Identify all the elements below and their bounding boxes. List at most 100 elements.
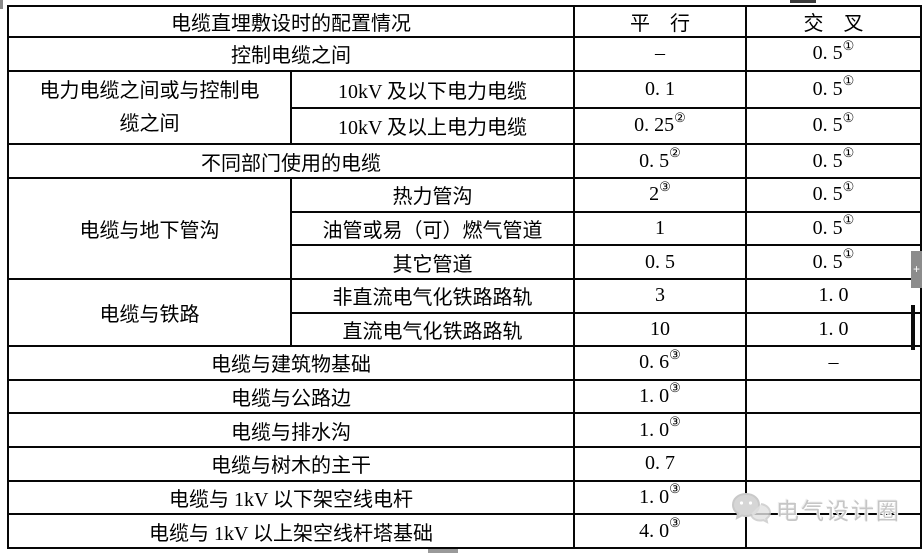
table-row: 电缆与建筑物基础 0. 6③ – xyxy=(7,345,922,381)
value-text: 0. 6 xyxy=(639,351,670,374)
footnote-sup: ③ xyxy=(659,178,671,194)
group-label: 电力电缆之间或与控制电 缆之间 xyxy=(7,69,292,146)
table-row: 电力电缆之间或与控制电 缆之间 10kV 及以下电力电缆 0. 1 0. 5① xyxy=(7,69,922,146)
table-row: 不同部门使用的电缆 0. 5② 0. 5① xyxy=(7,143,922,179)
value-text: – xyxy=(828,351,839,374)
parallel-value: 0. 6③ xyxy=(573,345,747,381)
parallel-value: 0. 1 xyxy=(573,69,747,109)
footnote-sup: ① xyxy=(842,37,855,53)
scan-artifact-dash xyxy=(790,0,816,3)
footnote-sup: ③ xyxy=(669,380,681,396)
cross-value: 0. 5① xyxy=(745,106,922,146)
footnote-sup: ① xyxy=(842,178,855,194)
cross-value: 0. 5① xyxy=(745,177,922,213)
config-label: 电缆与公路边 xyxy=(7,378,575,415)
cross-value: 0. 5① xyxy=(745,36,922,72)
parallel-value: 2③ xyxy=(573,177,747,213)
value-text: 0. 5 xyxy=(812,114,843,137)
cross-value: 0. 5① xyxy=(745,244,922,280)
footnote-sup: ② xyxy=(674,109,686,125)
value-text: 1. 0 xyxy=(639,418,670,441)
config-sublabel: 热力管沟 xyxy=(290,177,575,213)
header-config: 电缆直埋敷设时的配置情况 xyxy=(7,5,575,38)
config-sublabel: 10kV 及以下电力电缆 xyxy=(290,69,575,109)
table-row: 电缆与铁路 非直流电气化铁路路轨 3 1. 0 xyxy=(7,277,922,348)
config-label: 电缆与树木的主干 xyxy=(7,446,575,482)
config-sublabel: 其它管道 xyxy=(290,244,575,280)
parallel-value: 0. 7 xyxy=(573,446,747,482)
table-row: 油管或易（可）燃气管道 1 0. 5① xyxy=(8,210,922,247)
table-row: 10kV 及以上电力电缆 0. 25② 0. 5① xyxy=(8,106,922,146)
cross-value: 0. 5① xyxy=(745,69,922,109)
value-text: 10 xyxy=(650,317,670,340)
parallel-value: 1. 0③ xyxy=(573,479,747,516)
value-text: 2 xyxy=(649,183,660,206)
footnote-sup: ① xyxy=(842,145,855,161)
value-text: 1. 0 xyxy=(639,385,670,408)
table-row: 直流电气化铁路路轨 10 1. 0 xyxy=(8,311,922,348)
value-text: 3 xyxy=(655,284,665,307)
cross-value xyxy=(745,446,922,482)
parallel-value: 1. 0③ xyxy=(573,378,747,415)
config-label: 不同部门使用的电缆 xyxy=(7,143,575,179)
parallel-value: 10 xyxy=(573,311,747,348)
cross-value xyxy=(745,513,922,549)
scan-artifact-tick xyxy=(0,0,3,9)
scan-artifact-bottom-dash xyxy=(428,549,458,553)
header-parallel: 平 行 xyxy=(573,5,747,38)
parallel-value: 0. 5 xyxy=(573,244,747,280)
parallel-value: 4. 0③ xyxy=(573,513,747,549)
table-header-row: 电缆直埋敷设时的配置情况 平 行 交 叉 xyxy=(7,5,922,38)
group-label: 电缆与铁路 xyxy=(7,277,292,348)
value-text: 0. 5 xyxy=(645,250,675,273)
cross-value: 0. 5① xyxy=(745,143,922,179)
table-row: 电缆与 1kV 以上架空线杆塔基础 4. 0③ xyxy=(7,513,922,549)
cable-clearance-table-wrapper: 电缆直埋敷设时的配置情况 平 行 交 叉 控制电缆之间 – 0. 5① 电力电缆… xyxy=(7,5,922,549)
table-row: 电缆与地下管沟 热力管沟 2③ 0. 5① xyxy=(7,177,922,280)
cross-value: 1. 0 xyxy=(745,311,922,348)
table-row: 电缆与树木的主干 0. 7 xyxy=(7,446,922,482)
footnote-sup: ① xyxy=(842,245,855,261)
parallel-value: 1 xyxy=(573,210,747,247)
value-text: 4. 0 xyxy=(639,519,670,542)
config-label: 电缆与排水沟 xyxy=(7,412,575,448)
value-text: 0. 25 xyxy=(634,114,675,137)
value-text: 0. 5 xyxy=(812,250,843,273)
table-row: 电缆与公路边 1. 0③ xyxy=(7,378,922,415)
config-label: 电缆与 1kV 以下架空线电杆 xyxy=(7,479,575,516)
parallel-value: 3 xyxy=(573,277,747,314)
table-row: 其它管道 0. 5 0. 5① xyxy=(8,244,922,280)
cross-value xyxy=(745,479,922,516)
parallel-value: 0. 5② xyxy=(573,143,747,179)
group-label: 电缆与地下管沟 xyxy=(7,177,292,280)
value-text: 0. 5 xyxy=(812,42,843,65)
table-row: 电缆与 1kV 以下架空线电杆 1. 0③ xyxy=(7,479,922,516)
config-sublabel: 非直流电气化铁路路轨 xyxy=(290,277,575,314)
cross-value: 0. 5① xyxy=(745,210,922,247)
table-row: 电缆与排水沟 1. 0③ xyxy=(7,412,922,448)
cross-value: 1. 0 xyxy=(745,277,922,314)
value-text: 0. 7 xyxy=(645,452,675,475)
config-label: 电缆与建筑物基础 xyxy=(7,345,575,381)
footnote-sup: ③ xyxy=(669,414,681,430)
value-text: 0. 5 xyxy=(812,183,843,206)
value-text: 1 xyxy=(655,216,665,239)
footnote-sup: ② xyxy=(669,145,681,161)
footnote-sup: ① xyxy=(842,72,855,88)
cursor-bar xyxy=(911,305,915,350)
config-label: 电缆与 1kV 以上架空线杆塔基础 xyxy=(7,513,575,549)
table-row: 控制电缆之间 – 0. 5① xyxy=(7,36,922,72)
parallel-value: – xyxy=(573,36,747,72)
value-text: 0. 5 xyxy=(812,149,843,172)
cross-value xyxy=(745,378,922,415)
value-text: 0. 5 xyxy=(639,149,670,172)
footnote-sup: ③ xyxy=(669,514,681,530)
value-text: 0. 5 xyxy=(812,216,843,239)
config-sublabel: 直流电气化铁路路轨 xyxy=(290,311,575,348)
cross-value: – xyxy=(745,345,922,381)
cross-value xyxy=(745,412,922,448)
value-text: 1. 0 xyxy=(639,485,670,508)
parallel-value: 0. 25② xyxy=(573,106,747,146)
cable-clearance-table: 电缆直埋敷设时的配置情况 平 行 交 叉 控制电缆之间 – 0. 5① 电力电缆… xyxy=(7,5,922,549)
scrollbar-thumb[interactable]: + xyxy=(911,251,922,288)
